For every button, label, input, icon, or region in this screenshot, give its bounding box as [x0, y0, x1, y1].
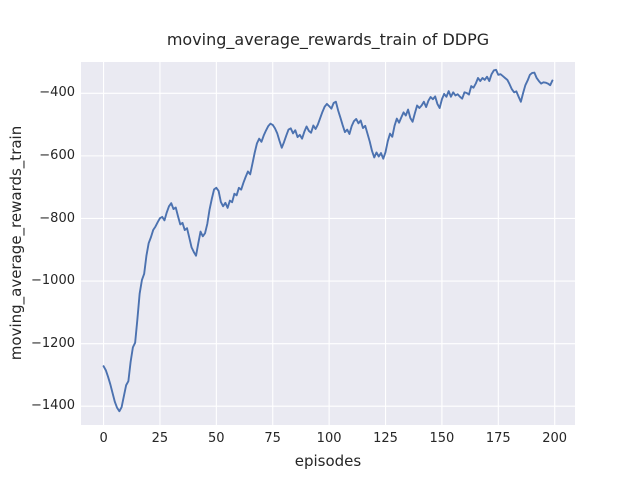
x-tick-label: 150: [429, 431, 455, 446]
y-tick-label: −800: [39, 210, 75, 226]
y-tick-label: −600: [39, 147, 75, 163]
x-axis-label: episodes: [294, 452, 362, 470]
y-tick-label: −1000: [31, 273, 75, 289]
chart-title: moving_average_rewards_train of DDPG: [166, 30, 490, 49]
x-tick-label: 0: [99, 431, 108, 446]
x-tick-label: 200: [542, 431, 568, 446]
x-tick-label: 100: [316, 431, 342, 446]
x-tick-label: 75: [264, 431, 281, 446]
x-tick-label: 50: [208, 431, 225, 446]
y-tick-label: −400: [39, 85, 75, 101]
x-tick-label: 175: [485, 431, 511, 446]
axes-background: [81, 62, 575, 425]
x-tick-label: 25: [151, 431, 169, 446]
y-tick-label: −1200: [31, 335, 75, 351]
x-tick-label: 125: [373, 431, 398, 446]
data-line: [102, 68, 554, 413]
y-tick-label: −1400: [31, 398, 75, 414]
